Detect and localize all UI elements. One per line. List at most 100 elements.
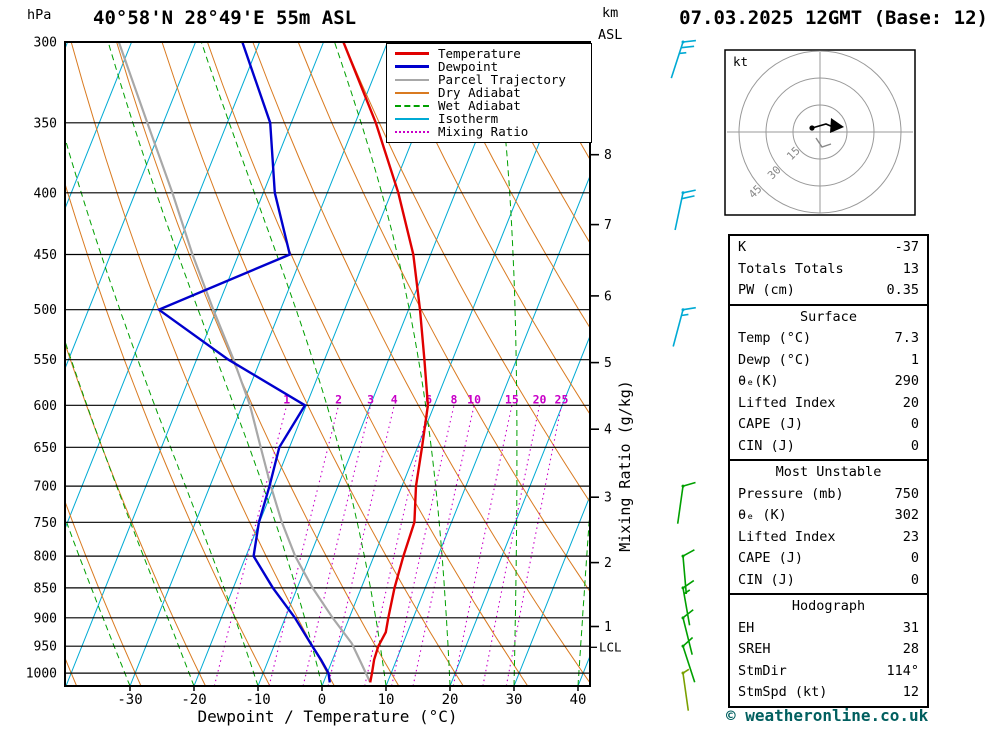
- dry_adiabat-line-swatch: [395, 91, 429, 94]
- temperature-axis-labels: -30 -20 -10 0 10 20 30 40: [117, 686, 586, 708]
- legend-entry-wet_adiabat: Wet Adiabat: [395, 99, 585, 112]
- legend-label: Wet Adiabat: [438, 98, 521, 113]
- stat-label: StmSpd (kt): [738, 684, 828, 700]
- run-datetime: 07.03.2025 12GMT (Base: 12): [679, 7, 988, 29]
- stat-row: PW (cm) 0.35: [730, 280, 927, 302]
- altitude-axis: 1 2 3 4 5 6 7 8 LCL: [590, 148, 622, 654]
- stat-label: SREH: [738, 641, 771, 657]
- svg-text:1000: 1000: [26, 667, 57, 682]
- svg-text:950: 950: [34, 640, 57, 655]
- svg-text:10: 10: [467, 392, 481, 406]
- svg-text:4: 4: [604, 423, 612, 438]
- svg-text:450: 450: [34, 248, 57, 263]
- stat-row: SREH 28: [730, 639, 927, 661]
- svg-text:800: 800: [34, 550, 57, 565]
- stat-label: Dewp (°C): [738, 351, 812, 368]
- stat-label: Lifted Index: [738, 394, 836, 411]
- stat-row: θₑ (K) 302: [730, 505, 927, 527]
- stat-label: CIN (J): [738, 437, 795, 454]
- stat-row: CIN (J) 0: [730, 570, 927, 592]
- plot-border: [64, 41, 591, 687]
- stat-label: θₑ (K): [738, 507, 787, 523]
- legend-entry-temperature: Temperature: [395, 47, 585, 60]
- svg-text:3: 3: [367, 392, 374, 406]
- svg-text:1: 1: [604, 620, 612, 635]
- pressure-axis-labels: 300 350 400 450 500 550 600 650 700 750 800 850 900 9…: [26, 36, 57, 682]
- stat-row: StmSpd (kt) 12: [730, 682, 927, 704]
- section-header: Hodograph: [791, 598, 866, 614]
- dewpoint-line-swatch: [395, 65, 429, 68]
- stat-value: 290: [894, 373, 919, 389]
- stat-label: CAPE (J): [738, 550, 804, 566]
- svg-text:20: 20: [533, 392, 547, 406]
- parcel-line-swatch: [395, 78, 429, 81]
- stat-value: 0: [910, 437, 919, 454]
- legend-label: Parcel Trajectory: [438, 72, 566, 87]
- svg-text:10: 10: [378, 692, 395, 708]
- svg-text:20: 20: [442, 692, 459, 708]
- stat-row: Lifted Index 20: [730, 393, 927, 415]
- stat-value: 23: [902, 528, 919, 545]
- sounding-profiles: [117, 42, 430, 683]
- svg-text:750: 750: [34, 516, 57, 531]
- chart-legend: Temperature Dewpoint Parcel Trajectory Dry …: [386, 43, 592, 143]
- svg-text:kt: kt: [733, 54, 748, 69]
- stat-label: Totals Totals: [738, 260, 844, 277]
- stat-label: CIN (J): [738, 571, 795, 588]
- stat-value: 0.35: [886, 282, 919, 298]
- stat-value: 28: [902, 641, 919, 657]
- legend-label: Dry Adiabat: [438, 85, 521, 100]
- svg-text:2: 2: [335, 392, 342, 406]
- svg-text:0: 0: [318, 692, 326, 708]
- altitude-axis-unit-km: km: [602, 5, 619, 21]
- legend-label: Mixing Ratio: [438, 124, 529, 139]
- mixing-ratio-value-labels: 1 2 3 4 6 8 10 15 20 25: [283, 392, 568, 406]
- svg-text:550: 550: [34, 353, 57, 368]
- wet_adiabat-line-swatch: [395, 104, 429, 107]
- stat-row: Temp (°C) 7.3: [730, 328, 927, 350]
- isotherm-line-swatch: [395, 117, 429, 120]
- stat-label: EH: [738, 619, 755, 636]
- stat-label: θₑ(K): [738, 373, 779, 389]
- legend-entry-dry_adiabat: Dry Adiabat: [395, 86, 585, 99]
- stat-row: Lifted Index 23: [730, 527, 927, 549]
- svg-text:5: 5: [604, 356, 612, 371]
- legend-label: Isotherm: [438, 111, 499, 126]
- sounding-stats-table: K -37 Totals Totals 13 PW (cm) 0.35 Surface Tem…: [728, 234, 929, 708]
- stat-value: 114°: [886, 662, 919, 679]
- stat-row: EH 31: [730, 618, 927, 640]
- stat-row: CAPE (J) 0: [730, 548, 927, 570]
- stat-label: K: [738, 239, 747, 255]
- svg-text:350: 350: [34, 116, 57, 131]
- pressure-axis-unit: hPa: [27, 7, 52, 23]
- stat-value: 0: [910, 416, 919, 432]
- stat-label: Temp (°C): [738, 330, 812, 346]
- svg-text:-20: -20: [181, 692, 206, 708]
- svg-text:LCL: LCL: [599, 639, 622, 654]
- svg-text:15: 15: [505, 392, 519, 406]
- svg-text:1: 1: [283, 392, 290, 406]
- stat-label: PW (cm): [738, 282, 795, 298]
- svg-text:7: 7: [604, 218, 612, 233]
- stats-section-most-unstable: Most Unstable Pressure (mb) 750 θₑ (K) 302 Li…: [728, 459, 929, 595]
- legend-entry-parcel: Parcel Trajectory: [395, 73, 585, 86]
- stat-value: 7.3: [894, 330, 919, 346]
- temperature-line-swatch: [395, 52, 429, 55]
- stat-value: 31: [902, 619, 919, 636]
- stat-row: Dewp (°C) 1: [730, 350, 927, 372]
- stats-section-hodograph: Hodograph EH 31 SREH 28 StmDir 114° StmSpd (kt)…: [728, 593, 929, 708]
- svg-text:400: 400: [34, 186, 57, 201]
- stat-row: θₑ(K) 290: [730, 371, 927, 393]
- svg-text:4: 4: [391, 392, 398, 406]
- stat-value: 302: [894, 507, 919, 523]
- mixing-ratio-axis-label: Mixing Ratio (g/kg): [616, 380, 634, 552]
- section-header: Surface: [800, 308, 857, 325]
- svg-text:8: 8: [604, 148, 612, 163]
- stat-value: 1: [910, 351, 919, 368]
- svg-text:300: 300: [34, 36, 57, 51]
- stat-value: 0: [910, 571, 919, 588]
- copyright-link[interactable]: © weatheronline.co.uk: [726, 706, 929, 725]
